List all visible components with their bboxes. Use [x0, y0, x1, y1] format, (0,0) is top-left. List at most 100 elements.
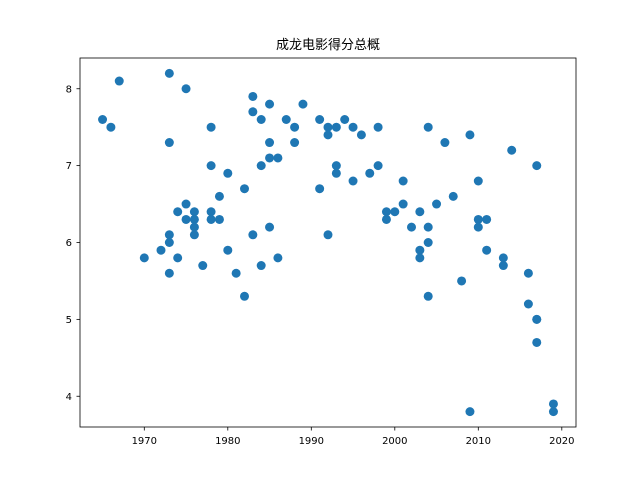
data-point — [214, 191, 224, 201]
data-point — [323, 130, 333, 140]
y-tick-label: 7 — [66, 161, 72, 172]
data-point — [507, 145, 517, 155]
data-point — [532, 337, 542, 347]
data-point — [106, 122, 116, 132]
data-point — [448, 191, 458, 201]
data-point — [532, 314, 542, 324]
x-tick-label: 2020 — [549, 436, 574, 447]
data-point — [432, 199, 442, 209]
data-point — [265, 153, 275, 163]
data-point — [273, 153, 283, 163]
data-point — [373, 161, 383, 171]
y-tick-label: 5 — [66, 315, 72, 326]
data-point — [415, 207, 425, 217]
data-point — [273, 253, 283, 263]
data-point — [189, 207, 199, 217]
data-point — [206, 207, 216, 217]
data-point — [265, 138, 275, 148]
data-point — [206, 161, 216, 171]
data-point — [114, 76, 124, 86]
y-axis: 4 5 6 7 8 — [66, 84, 80, 403]
data-point — [139, 253, 149, 263]
data-point — [290, 138, 300, 148]
data-point — [423, 222, 433, 232]
x-tick-label: 1980 — [215, 436, 240, 447]
data-point — [164, 268, 174, 278]
data-point — [415, 245, 425, 255]
data-point — [340, 115, 350, 124]
data-point — [164, 68, 174, 78]
data-point — [398, 199, 408, 209]
data-point — [256, 261, 266, 271]
data-point — [181, 214, 191, 224]
data-points — [98, 68, 558, 417]
data-point — [381, 214, 391, 224]
data-point — [331, 168, 341, 178]
data-point — [290, 122, 300, 132]
data-point — [248, 107, 258, 117]
data-point — [365, 168, 375, 178]
data-point — [181, 199, 191, 209]
y-tick-label: 8 — [66, 84, 72, 95]
data-point — [189, 214, 199, 224]
data-point — [173, 253, 183, 263]
x-tick-label: 1970 — [132, 436, 157, 447]
data-point — [482, 245, 492, 255]
data-point — [256, 161, 266, 171]
data-point — [473, 214, 483, 224]
data-point — [223, 168, 233, 178]
data-point — [240, 184, 249, 194]
data-point — [281, 115, 291, 124]
data-point — [423, 238, 433, 247]
data-point — [457, 276, 467, 286]
data-point — [248, 230, 258, 240]
data-point — [198, 261, 208, 271]
data-point — [240, 291, 249, 301]
data-point — [98, 115, 108, 124]
data-point — [548, 399, 558, 409]
data-point — [398, 176, 408, 186]
data-point — [407, 222, 416, 232]
data-point — [423, 122, 433, 132]
x-tick-label: 2000 — [382, 436, 407, 447]
data-point — [265, 222, 275, 232]
data-point — [348, 122, 358, 132]
data-point — [315, 115, 325, 124]
data-point — [256, 115, 266, 124]
data-point — [156, 245, 166, 255]
x-axis: 1970 1980 1990 2000 2010 2020 — [132, 427, 575, 447]
data-point — [323, 230, 333, 240]
data-point — [164, 238, 174, 247]
data-point — [323, 122, 333, 132]
data-point — [390, 207, 400, 217]
data-point — [523, 268, 533, 278]
y-tick-label: 6 — [66, 238, 72, 249]
data-point — [231, 268, 241, 278]
data-point — [265, 99, 275, 109]
data-point — [189, 222, 199, 232]
x-tick-label: 2010 — [466, 436, 491, 447]
data-point — [164, 230, 174, 240]
data-point — [373, 122, 383, 132]
data-point — [298, 99, 308, 109]
data-point — [206, 214, 216, 224]
data-point — [348, 176, 358, 186]
data-point — [423, 291, 433, 301]
y-tick-label: 4 — [66, 392, 72, 403]
data-point — [465, 407, 475, 417]
data-point — [482, 214, 492, 224]
data-point — [331, 122, 341, 132]
data-point — [465, 130, 475, 140]
data-point — [523, 299, 533, 309]
data-point — [206, 122, 216, 132]
data-point — [498, 253, 508, 263]
chart-title: 成龙电影得分总概 — [276, 37, 380, 53]
data-point — [473, 222, 483, 232]
data-point — [498, 261, 508, 271]
data-point — [473, 176, 483, 186]
data-point — [181, 84, 191, 94]
data-point — [173, 207, 183, 217]
data-point — [315, 184, 325, 194]
